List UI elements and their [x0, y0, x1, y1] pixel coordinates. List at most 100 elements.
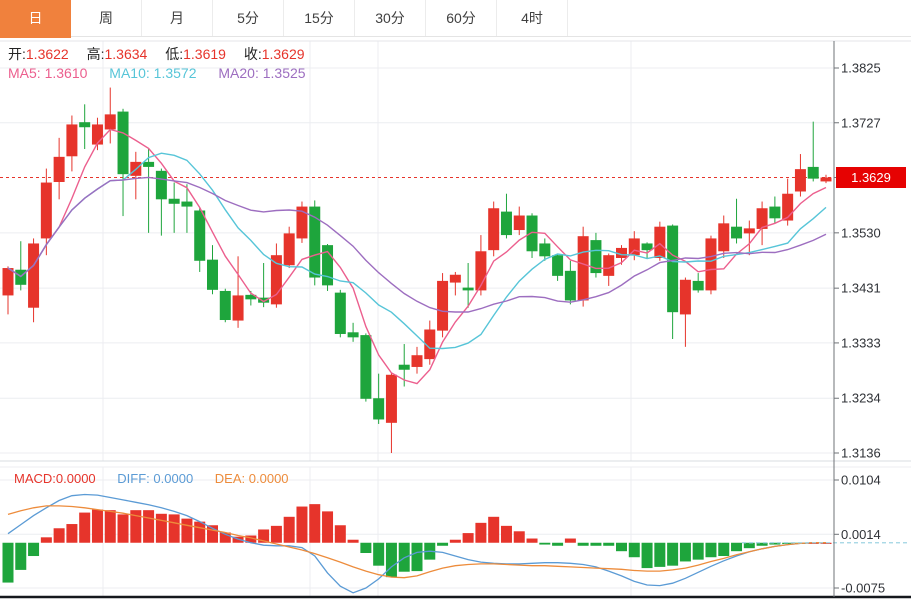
macd-bar: [539, 542, 551, 545]
macd-bar: [309, 504, 321, 543]
grid-layer: [0, 41, 833, 597]
candle: [552, 255, 564, 276]
candle: [488, 208, 500, 251]
macd-bar: [564, 538, 576, 543]
ma10-legend: MA10: 1.3572: [109, 65, 197, 81]
macd-bar: [194, 521, 206, 543]
price-tick-label: 1.3530: [841, 225, 881, 240]
candle: [475, 251, 487, 291]
tab-month[interactable]: 月: [142, 0, 213, 36]
candle: [424, 329, 436, 360]
close-value: 1.3629: [261, 46, 305, 62]
macd-bar: [475, 522, 487, 543]
candlestick-layer: [2, 87, 832, 453]
macd-bar: [437, 542, 449, 546]
macd-axis: 0.0104 0.0014 -0.0075: [834, 473, 885, 596]
macd-bar: [654, 542, 666, 567]
macd-bar: [66, 524, 78, 543]
tab-30min[interactable]: 30分: [355, 0, 426, 36]
candle: [564, 270, 576, 301]
macd-bar: [207, 525, 218, 543]
price-tick-label: 1.3234: [841, 391, 881, 406]
candle: [743, 228, 755, 234]
macd-bar: [462, 533, 474, 543]
macd-bar: [53, 528, 65, 543]
candle: [437, 280, 449, 331]
tab-5min[interactable]: 5分: [213, 0, 284, 36]
dea-value-legend: DEA: 0.0000: [214, 471, 289, 486]
macd-bar: [616, 542, 627, 552]
macd-bar: [117, 514, 129, 543]
macd-bar: [590, 542, 602, 546]
tab-day[interactable]: 日: [0, 0, 71, 38]
macd-bar: [219, 532, 231, 543]
price-tick-label: 1.3727: [841, 115, 881, 130]
tab-15min[interactable]: 15分: [284, 0, 355, 36]
candle: [347, 332, 359, 338]
low-label: 低:: [165, 46, 184, 62]
macd-bar: [143, 510, 155, 543]
macd-bar: [577, 542, 589, 546]
macd-bar: [769, 542, 781, 545]
candle: [782, 193, 794, 221]
macd-bar: [181, 518, 193, 543]
high-label: 高:: [86, 46, 105, 62]
candle: [28, 243, 40, 308]
candle: [628, 238, 640, 256]
open-label: 开:: [8, 46, 26, 62]
high-value: 1.3634: [104, 46, 148, 62]
macd-bar: [692, 542, 704, 560]
macd-bar: [488, 516, 500, 543]
candle: [270, 255, 282, 305]
candle: [590, 240, 602, 274]
candle: [245, 294, 257, 300]
macd-bar: [743, 542, 755, 549]
timeframe-tabs: 日周月 5分 15分 30分 60分 4时: [0, 0, 911, 38]
candle: [820, 177, 832, 182]
candle: [411, 355, 423, 367]
macd-bar: [2, 542, 14, 583]
tab-60min[interactable]: 60分: [426, 0, 497, 36]
candle: [769, 206, 781, 219]
ma20-legend: MA20: 1.3525: [218, 65, 306, 81]
main-chart-plot-area[interactable]: [0, 41, 833, 461]
candle: [334, 292, 346, 334]
candle: [398, 364, 410, 370]
macd-tick-label: 0.0104: [841, 473, 881, 488]
candle: [500, 211, 512, 236]
price-tick-label: 1.3431: [841, 281, 881, 296]
tab-week[interactable]: 周: [71, 0, 142, 36]
candle: [679, 279, 691, 315]
tab-4hour[interactable]: 4时: [497, 0, 568, 36]
candle: [66, 124, 78, 157]
macd-bar: [40, 537, 52, 543]
ma20-line: [7, 176, 827, 313]
candle: [296, 206, 308, 239]
macd-bar: [347, 539, 359, 543]
macd-bar: [270, 525, 282, 543]
candle: [2, 268, 14, 296]
macd-bar: [79, 512, 91, 543]
candle: [40, 182, 52, 239]
macd-bar: [756, 542, 768, 546]
macd-bar: [168, 514, 180, 543]
candle: [258, 297, 270, 303]
macd-bar: [283, 516, 295, 543]
macd-bar: [411, 542, 423, 572]
candle: [309, 206, 321, 278]
macd-bar: [500, 525, 512, 543]
candle: [91, 124, 103, 145]
macd-bar: [628, 542, 640, 558]
candle: [616, 247, 627, 258]
macd-bar: [513, 531, 525, 543]
candle: [181, 201, 193, 207]
low-value: 1.3619: [183, 46, 226, 62]
diff-value-legend: DIFF: 0.0000: [117, 471, 194, 486]
macd-tick-label: 0.0014: [841, 527, 881, 542]
current-price-tag: 1.3629: [836, 167, 906, 188]
macd-plot-area[interactable]: [0, 467, 833, 597]
candle: [168, 198, 180, 204]
ma5-legend: MA5: 1.3610: [8, 65, 88, 81]
macd-bar: [334, 525, 346, 543]
price-axis: 1.3825 1.3727 1.3530 1.3431 1.3333 1.3234 1.31…: [834, 61, 881, 461]
